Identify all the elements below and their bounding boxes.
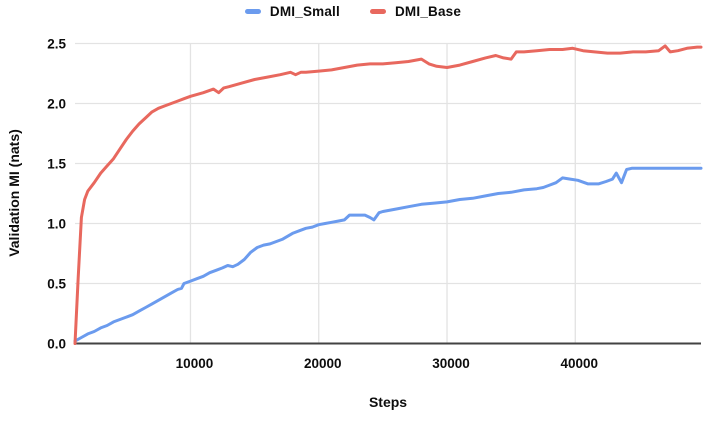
y-tick-label: 0.5 xyxy=(47,277,66,292)
legend-item-dmi-small: DMI_Small xyxy=(244,3,340,19)
y-tick-label: 1.5 xyxy=(47,157,66,172)
x-tick-label: 10000 xyxy=(176,356,214,371)
series-line-dmi_small xyxy=(73,166,703,343)
legend-label-dmi-small: DMI_Small xyxy=(269,3,340,19)
legend-item-dmi-base: DMI_Base xyxy=(369,3,462,19)
legend-swatch-dmi-small xyxy=(244,8,261,14)
series-line-dmi_base xyxy=(73,44,703,345)
y-tick-label: 2.0 xyxy=(47,97,66,112)
y-axis-title: Validation MI (nats) xyxy=(6,129,22,257)
legend-label-dmi-base: DMI_Base xyxy=(394,3,462,19)
legend-swatch-dmi-base xyxy=(369,8,386,14)
x-axis-title: Steps xyxy=(368,394,408,410)
y-tick-label: 0.0 xyxy=(47,337,66,352)
x-tick-label: 30000 xyxy=(432,356,470,371)
x-tick-label: 20000 xyxy=(304,356,342,371)
y-tick-label: 2.5 xyxy=(47,37,66,52)
chart-legend: DMI_Small DMI_Base xyxy=(0,0,706,22)
y-tick-label: 1.0 xyxy=(47,217,66,232)
x-tick-label: 40000 xyxy=(561,356,599,371)
